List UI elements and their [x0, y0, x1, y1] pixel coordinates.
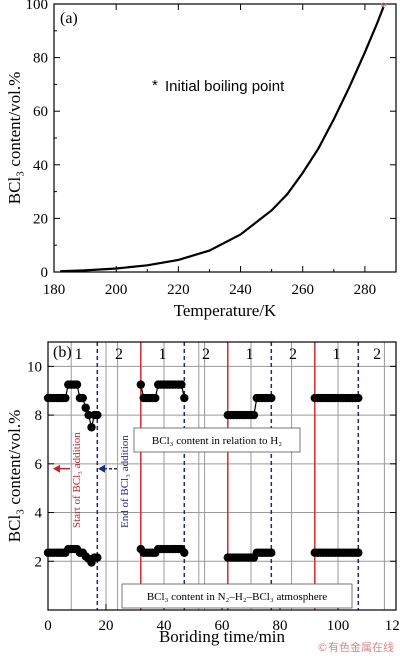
- series-1-point: [61, 393, 70, 403]
- panel-b-x-tick-label: 60: [215, 618, 230, 634]
- annotation-upper-box: [133, 427, 301, 453]
- panel-b-stage-labels: 1 2 1 2 1 2 1 2: [75, 346, 381, 363]
- panel-a-y-tick-label: 100: [26, 0, 49, 13]
- series-1-point: [151, 393, 160, 403]
- series-1-point: [81, 403, 90, 412]
- panel-b-grid: [48, 342, 396, 610]
- stage-label: 2: [373, 346, 381, 363]
- series-1-point: [78, 393, 88, 403]
- stage-label: 1: [246, 346, 254, 363]
- panel-a-tag: (a): [60, 10, 78, 27]
- series-1-point: [177, 380, 186, 389]
- panel-a-frame: [53, 3, 397, 273]
- panel-b-y-ticks: 2 4 6 8 10: [27, 359, 396, 570]
- panel-a-y-ticks: 0 20 40 60 80 100: [26, 0, 396, 281]
- panel-b-x-tick-label: 100: [327, 618, 350, 634]
- stage-label: 2: [289, 346, 297, 363]
- series-1-point: [72, 380, 82, 389]
- stage-label: 2: [202, 346, 210, 363]
- panel-b-x-axis-title: Boriding time/min: [159, 627, 286, 646]
- end-of-addition-note: End of BCl₃ addition: [119, 435, 131, 528]
- end-arrow-head: [98, 464, 105, 473]
- panel-b-y-tick-label: 6: [35, 457, 43, 473]
- stage-label: 1: [75, 346, 83, 363]
- panel-b-x-ticks: 0 20 40 60 80 100 120: [44, 604, 400, 634]
- series-1-line: [48, 384, 98, 428]
- panel-a-x-axis-title: Temperature/K: [174, 301, 277, 320]
- panel-b-stage-lines: [96, 342, 360, 610]
- series-2-point: [354, 548, 363, 557]
- panel-b-x-tick-label: 0: [44, 618, 52, 634]
- stage-label: 2: [115, 346, 123, 363]
- panel-a-y-axis-title: BCl₃ content/vol.%: [5, 72, 24, 204]
- boiling-point-marker: *: [380, 1, 387, 16]
- panel-b-y-tick-label: 10: [27, 359, 42, 375]
- panel-a-y-tick-label: 60: [33, 104, 48, 120]
- panel-b-frame: [47, 341, 397, 611]
- vapor-pressure-curve: [60, 6, 385, 273]
- series-2-point: [93, 553, 102, 562]
- panel-a-y-tick-label: 40: [33, 158, 48, 174]
- panel-b-x-tick-label: 120: [385, 618, 400, 634]
- panel-a-x-tick-label: 180: [43, 282, 66, 298]
- start-of-addition-note: Start of BCl₃ addition: [71, 432, 83, 528]
- start-arrow-head: [53, 464, 60, 473]
- panel-b-y-tick-label: 2: [35, 554, 43, 570]
- panel-b-x-tick-label: 40: [157, 618, 172, 634]
- panel-b-y-tick-label: 8: [35, 408, 43, 424]
- legend-symbol: *: [152, 77, 158, 94]
- panel-b-x-tick-label: 80: [273, 618, 288, 634]
- annotation-lower: BCl₃ content in N₂–H₂–BCl₃ atmosphere: [147, 591, 327, 603]
- watermark: ©有色金属在线: [317, 640, 394, 654]
- series-1-point: [267, 393, 276, 403]
- series-1-point: [249, 410, 259, 420]
- panel-a-x-tick-label: 220: [167, 282, 190, 298]
- panel-a-y-tick-label: 80: [33, 51, 48, 67]
- legend-label: Initial boiling point: [165, 78, 285, 95]
- annotation-lower-box: [121, 583, 353, 609]
- panel-a-x-tick-label: 260: [291, 282, 314, 298]
- series-1-point: [87, 423, 96, 432]
- series-1-point: [136, 380, 145, 389]
- series-1-point: [84, 410, 93, 420]
- panel-b-tag: (b): [53, 344, 72, 361]
- panel-b-x-tick-label: 20: [99, 618, 114, 634]
- panel-b-arrows: [53, 464, 117, 473]
- stage-label: 1: [159, 346, 167, 363]
- panel-a-x-tick-label: 200: [105, 282, 128, 298]
- panel-b: (b) 1 2 1 2 1 2 1 2 0 20 40 60 80 100 120 2 4 6 8 10 BCl₃…: [5, 341, 400, 646]
- series-2-point: [267, 548, 276, 557]
- panel-a-x-tick-label: 240: [229, 282, 252, 298]
- series-2-point: [180, 548, 189, 557]
- annotation-upper: BCl₃ content in relation to H₂: [152, 435, 282, 447]
- panel-b-series: [43, 380, 363, 567]
- series-1-point: [93, 410, 102, 420]
- panel-a-x-tick-label: 280: [354, 282, 377, 298]
- panel-b-y-tick-label: 4: [35, 506, 43, 522]
- panel-a-x-ticks: 180 200 220 240 260 280: [43, 4, 376, 298]
- panel-b-y-axis-title: BCl₃ content/vol.%: [5, 410, 24, 542]
- panel-a-y-tick-label: 0: [41, 265, 49, 281]
- series-1-point: [180, 393, 189, 403]
- stage-label: 1: [333, 346, 341, 363]
- series-1-point: [354, 393, 363, 403]
- panel-a-y-tick-label: 20: [33, 211, 48, 227]
